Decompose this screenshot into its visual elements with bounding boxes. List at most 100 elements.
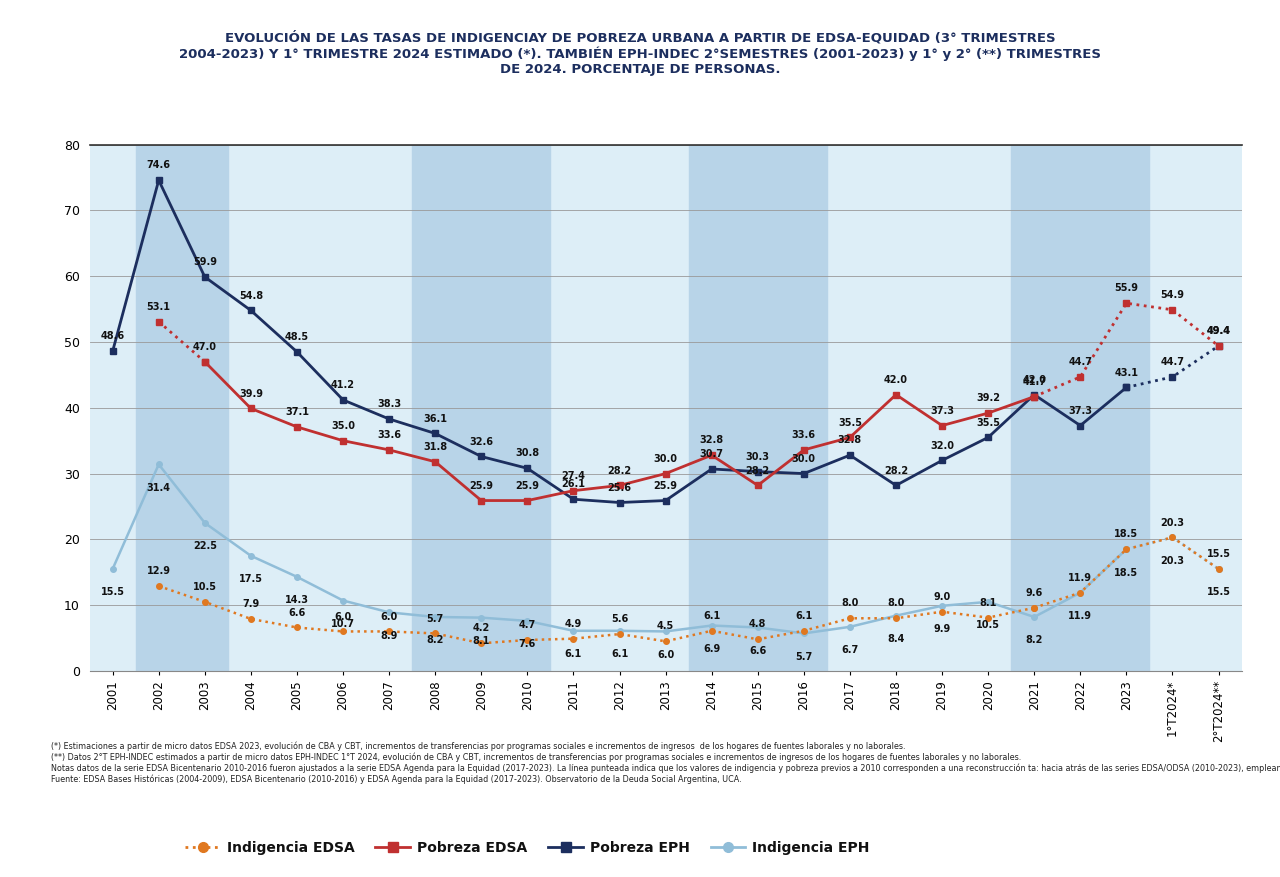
Bar bbox=[827, 145, 1011, 671]
Text: 8.2: 8.2 bbox=[1025, 635, 1043, 645]
Text: 7.6: 7.6 bbox=[518, 639, 536, 649]
Text: 39.9: 39.9 bbox=[239, 389, 262, 398]
Text: 8.0: 8.0 bbox=[887, 598, 905, 609]
Text: 11.9: 11.9 bbox=[1069, 573, 1092, 582]
Text: 32.8: 32.8 bbox=[700, 435, 723, 446]
Text: 5.7: 5.7 bbox=[426, 614, 444, 624]
Text: 54.9: 54.9 bbox=[1161, 290, 1184, 300]
Text: 43.1: 43.1 bbox=[1115, 367, 1138, 377]
Text: 9.6: 9.6 bbox=[1025, 588, 1043, 598]
Text: 8.0: 8.0 bbox=[841, 598, 859, 609]
Bar bbox=[1149, 145, 1242, 671]
Text: 32.8: 32.8 bbox=[838, 435, 861, 446]
Text: 35.5: 35.5 bbox=[977, 417, 1000, 428]
Text: 6.0: 6.0 bbox=[657, 650, 675, 660]
Text: 53.1: 53.1 bbox=[147, 302, 170, 312]
Bar bbox=[136, 145, 228, 671]
Text: 35.5: 35.5 bbox=[838, 417, 861, 428]
Text: 6.9: 6.9 bbox=[703, 644, 721, 654]
Text: 6.1: 6.1 bbox=[611, 649, 628, 660]
Text: 15.5: 15.5 bbox=[1207, 588, 1230, 597]
Text: 28.2: 28.2 bbox=[884, 466, 908, 475]
Text: 11.9: 11.9 bbox=[1069, 611, 1092, 621]
Text: 17.5: 17.5 bbox=[239, 574, 262, 584]
Text: 18.5: 18.5 bbox=[1115, 567, 1138, 578]
Text: 27.4: 27.4 bbox=[562, 471, 585, 481]
Text: 44.7: 44.7 bbox=[1069, 357, 1092, 367]
Text: 33.6: 33.6 bbox=[378, 430, 401, 440]
Text: 31.4: 31.4 bbox=[147, 482, 170, 493]
Text: 9.9: 9.9 bbox=[933, 624, 951, 634]
Text: 25.9: 25.9 bbox=[516, 481, 539, 491]
Text: 31.8: 31.8 bbox=[424, 442, 447, 452]
Text: 41.7: 41.7 bbox=[1023, 377, 1046, 387]
Text: 6.1: 6.1 bbox=[795, 611, 813, 621]
Text: 6.0: 6.0 bbox=[334, 611, 352, 622]
Text: 8.1: 8.1 bbox=[472, 636, 490, 646]
Text: 30.7: 30.7 bbox=[700, 449, 723, 460]
Text: 37.3: 37.3 bbox=[931, 406, 954, 416]
Text: 8.9: 8.9 bbox=[380, 631, 398, 641]
Text: 30.0: 30.0 bbox=[792, 453, 815, 464]
Text: 8.2: 8.2 bbox=[426, 635, 444, 645]
Text: 9.0: 9.0 bbox=[933, 592, 951, 602]
Text: 37.1: 37.1 bbox=[285, 407, 308, 417]
Text: 42.0: 42.0 bbox=[884, 374, 908, 385]
Text: 48.5: 48.5 bbox=[285, 332, 308, 342]
Text: 48.6: 48.6 bbox=[101, 332, 124, 341]
Text: 6.7: 6.7 bbox=[841, 645, 859, 655]
Text: 32.0: 32.0 bbox=[931, 440, 954, 451]
Legend: Indigencia EDSA, Pobreza EDSA, Pobreza EPH, Indigencia EPH: Indigencia EDSA, Pobreza EDSA, Pobreza E… bbox=[179, 836, 876, 861]
Text: 35.0: 35.0 bbox=[332, 421, 355, 431]
Text: 6.0: 6.0 bbox=[380, 611, 398, 622]
Text: 6.1: 6.1 bbox=[564, 649, 582, 660]
Text: 6.6: 6.6 bbox=[749, 645, 767, 656]
Text: 15.5: 15.5 bbox=[101, 588, 124, 597]
Text: 49.4: 49.4 bbox=[1207, 326, 1230, 336]
Text: 15.5: 15.5 bbox=[1207, 549, 1230, 560]
Text: 28.2: 28.2 bbox=[608, 466, 631, 475]
Text: 55.9: 55.9 bbox=[1115, 283, 1138, 293]
Text: 37.3: 37.3 bbox=[1069, 406, 1092, 416]
Text: 6.6: 6.6 bbox=[288, 608, 306, 617]
Text: 8.4: 8.4 bbox=[887, 634, 905, 644]
Text: 25.9: 25.9 bbox=[654, 481, 677, 491]
Text: 4.2: 4.2 bbox=[472, 624, 490, 633]
Text: 20.3: 20.3 bbox=[1161, 556, 1184, 566]
Text: 32.6: 32.6 bbox=[470, 437, 493, 446]
Bar bbox=[550, 145, 689, 671]
Text: 20.3: 20.3 bbox=[1161, 517, 1184, 527]
Text: 18.5: 18.5 bbox=[1115, 530, 1138, 539]
Text: 25.6: 25.6 bbox=[608, 482, 631, 493]
Text: 44.7: 44.7 bbox=[1161, 357, 1184, 367]
Bar bbox=[689, 145, 827, 671]
Text: 7.9: 7.9 bbox=[242, 599, 260, 609]
Text: 5.6: 5.6 bbox=[611, 614, 628, 624]
Text: 10.7: 10.7 bbox=[332, 619, 355, 629]
Text: 22.5: 22.5 bbox=[193, 541, 216, 552]
Text: 49.4: 49.4 bbox=[1207, 326, 1230, 336]
Text: 12.9: 12.9 bbox=[147, 567, 170, 576]
Text: 39.2: 39.2 bbox=[977, 393, 1000, 403]
Text: 4.8: 4.8 bbox=[749, 619, 767, 630]
Text: 74.6: 74.6 bbox=[147, 160, 170, 170]
Text: 4.5: 4.5 bbox=[657, 622, 675, 631]
Text: 30.3: 30.3 bbox=[746, 452, 769, 461]
Text: 25.9: 25.9 bbox=[470, 481, 493, 491]
Text: 30.0: 30.0 bbox=[654, 453, 677, 464]
Text: 5.7: 5.7 bbox=[795, 652, 813, 662]
Text: 4.7: 4.7 bbox=[518, 620, 536, 630]
Text: 14.3: 14.3 bbox=[285, 595, 308, 605]
Text: 8.1: 8.1 bbox=[979, 598, 997, 608]
Bar bbox=[228, 145, 412, 671]
Text: 38.3: 38.3 bbox=[378, 399, 401, 409]
Bar bbox=[1011, 145, 1149, 671]
Text: 47.0: 47.0 bbox=[193, 342, 216, 352]
Text: 42.0: 42.0 bbox=[1023, 374, 1046, 385]
Text: 59.9: 59.9 bbox=[193, 257, 216, 267]
Text: 36.1: 36.1 bbox=[424, 414, 447, 424]
Text: EVOLUCIÓN DE LAS TASAS DE INDIGENCIAY DE POBREZA URBANA A PARTIR DE EDSA-EQUIDAD: EVOLUCIÓN DE LAS TASAS DE INDIGENCIAY DE… bbox=[179, 31, 1101, 76]
Text: 6.1: 6.1 bbox=[703, 611, 721, 621]
Bar bbox=[90, 145, 136, 671]
Text: 54.8: 54.8 bbox=[239, 290, 262, 301]
